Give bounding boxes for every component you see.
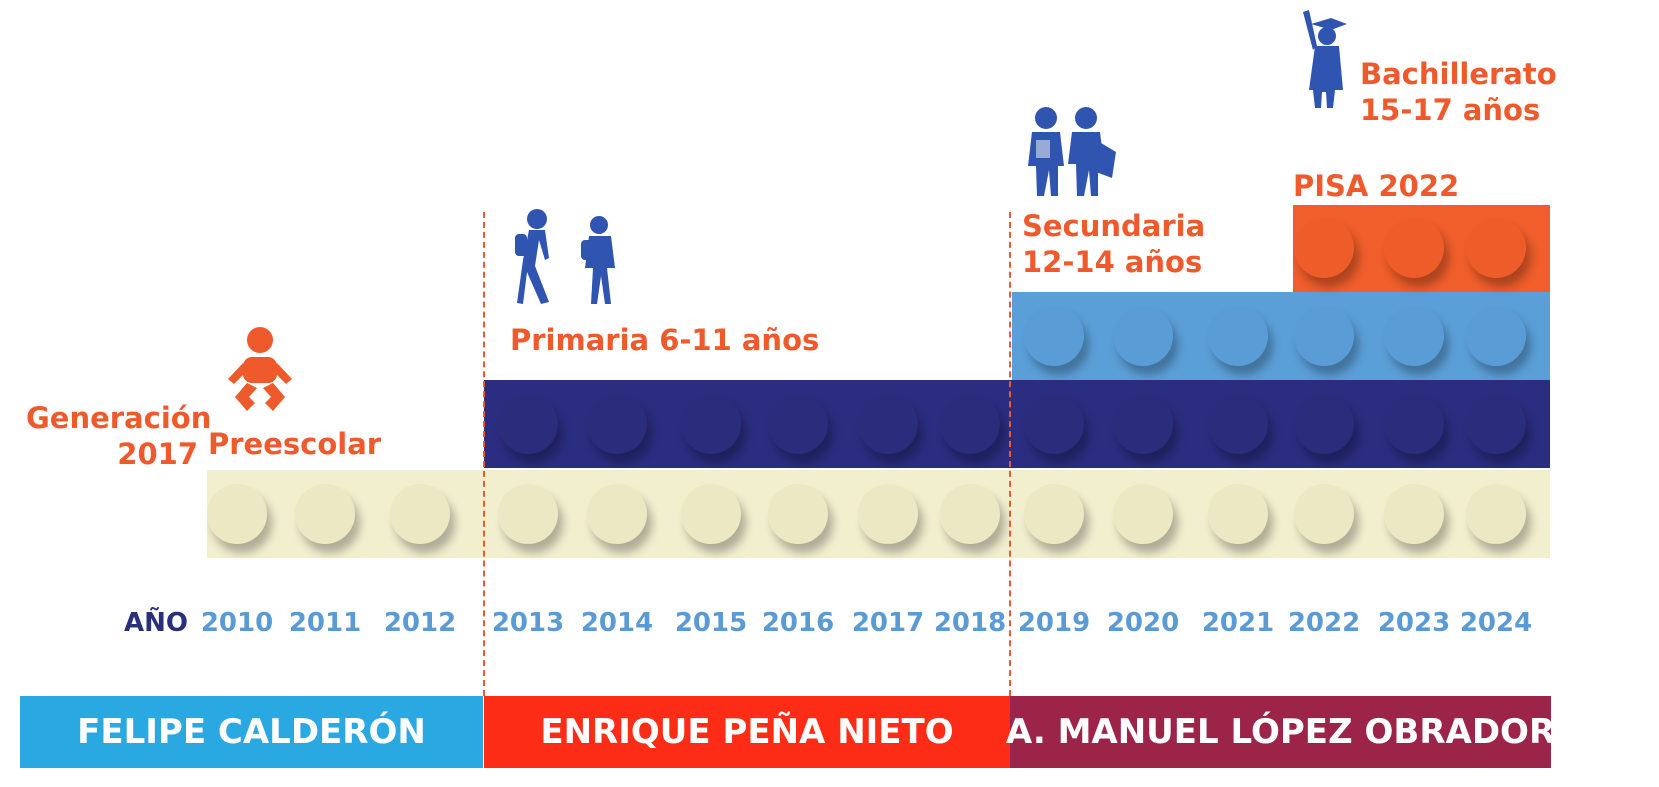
primaria-stud-2014 <box>587 394 647 454</box>
preescolar-stud-2018 <box>940 484 1000 544</box>
walking-children-icon <box>515 209 615 304</box>
year-label-2014: 2014 <box>580 608 654 638</box>
year-label-2017: 2017 <box>851 608 925 638</box>
preescolar-label: Preescolar <box>208 427 382 461</box>
year-label-2015: 2015 <box>674 608 748 638</box>
secundaria-label-line1: Secundaria <box>1022 209 1206 243</box>
year-label-2012: 2012 <box>383 608 457 638</box>
year-label-2024: 2024 <box>1459 608 1533 638</box>
primaria-stud-2013 <box>498 394 558 454</box>
president-bar-calderon: FELIPE CALDERÓN <box>20 696 483 768</box>
primaria-stud-2022 <box>1294 394 1354 454</box>
generation-label-line2: 2017 <box>117 437 198 471</box>
primaria-stud-2018 <box>940 394 1000 454</box>
year-label-2016: 2016 <box>761 608 835 638</box>
primaria-stud-2024 <box>1466 394 1526 454</box>
year-label-2023: 2023 <box>1377 608 1451 638</box>
primaria-stud-2015 <box>681 394 741 454</box>
bachillerato-label-line1: Bachillerato <box>1360 57 1557 91</box>
primaria-band <box>484 380 1550 468</box>
preescolar-stud-2021 <box>1208 484 1268 544</box>
preescolar-stud-2012 <box>390 484 450 544</box>
year-label-2021: 2021 <box>1201 608 1275 638</box>
secundaria-band <box>1012 292 1550 380</box>
secundaria-stud-2023 <box>1384 306 1444 366</box>
axis-label: AÑO <box>124 608 188 638</box>
preescolar-stud-2016 <box>768 484 828 544</box>
preescolar-stud-2013 <box>498 484 558 544</box>
preescolar-stud-2014 <box>587 484 647 544</box>
primaria-stud-2023 <box>1384 394 1444 454</box>
president-bar-pena: ENRIQUE PEÑA NIETO <box>484 696 1010 768</box>
year-label-2022: 2022 <box>1287 608 1361 638</box>
bachillerato-stud-2024 <box>1466 218 1526 278</box>
primaria-stud-2016 <box>768 394 828 454</box>
preescolar-stud-2019 <box>1024 484 1084 544</box>
bachillerato-stud-2022 <box>1294 218 1354 278</box>
secundaria-stud-2019 <box>1024 306 1084 366</box>
preescolar-stud-2015 <box>681 484 741 544</box>
secundaria-stud-2021 <box>1208 306 1268 366</box>
divider-pena-lopez <box>1009 212 1011 696</box>
year-label-2013: 2013 <box>491 608 565 638</box>
divider-calderon-pena <box>483 212 485 696</box>
pisa-label: PISA 2022 <box>1293 169 1460 203</box>
teen-students-icon <box>1028 107 1116 196</box>
preescolar-stud-2023 <box>1384 484 1444 544</box>
year-label-2011: 2011 <box>288 608 362 638</box>
president-bar-lopez: A. MANUEL LÓPEZ OBRADOR <box>1006 696 1555 768</box>
year-label-2019: 2019 <box>1017 608 1091 638</box>
bachillerato-label: Bachillerato 15-17 años <box>1360 56 1557 128</box>
preescolar-stud-2024 <box>1466 484 1526 544</box>
year-label-2020: 2020 <box>1106 608 1180 638</box>
primaria-stud-2017 <box>858 394 918 454</box>
year-label-2018: 2018 <box>933 608 1007 638</box>
secundaria-stud-2020 <box>1113 306 1173 366</box>
bachillerato-stud-2023 <box>1384 218 1444 278</box>
graduate-icon <box>1303 10 1347 108</box>
primaria-stud-2019 <box>1024 394 1084 454</box>
primaria-label: Primaria 6-11 años <box>510 323 820 357</box>
generation-label: Generación 2017 <box>26 400 212 472</box>
primaria-stud-2021 <box>1208 394 1268 454</box>
year-label-2010: 2010 <box>200 608 274 638</box>
secundaria-stud-2024 <box>1466 306 1526 366</box>
primaria-stud-2020 <box>1113 394 1173 454</box>
baby-icon <box>228 327 292 411</box>
preescolar-stud-2022 <box>1294 484 1354 544</box>
secundaria-label: Secundaria 12-14 años <box>1022 208 1205 280</box>
preescolar-stud-2011 <box>295 484 355 544</box>
preescolar-stud-2020 <box>1113 484 1173 544</box>
preescolar-stud-2010 <box>207 484 267 544</box>
preescolar-stud-2017 <box>858 484 918 544</box>
secundaria-stud-2022 <box>1294 306 1354 366</box>
bachillerato-label-line2: 15-17 años <box>1360 93 1541 127</box>
generation-label-line1: Generación <box>26 401 212 435</box>
secundaria-label-line2: 12-14 años <box>1022 245 1203 279</box>
